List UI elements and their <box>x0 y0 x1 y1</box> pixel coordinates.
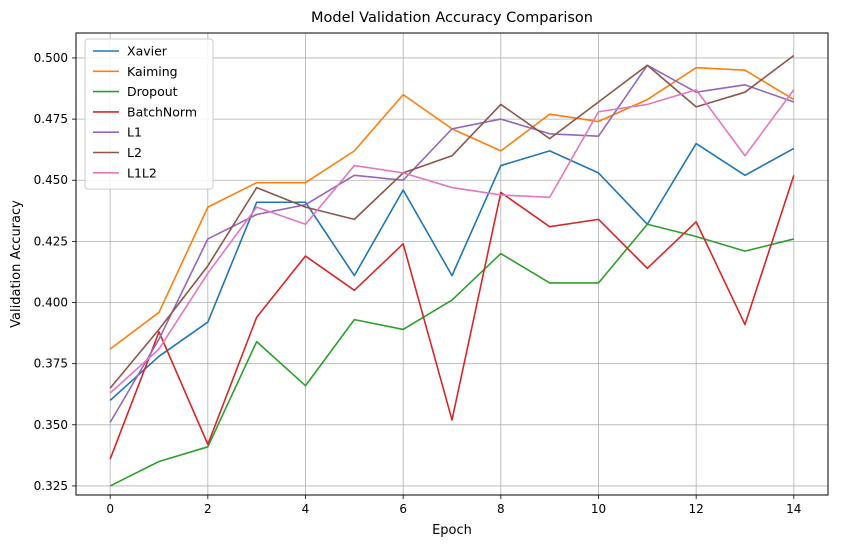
series-line-dropout <box>109 223 795 487</box>
series-line-xavier <box>109 142 795 401</box>
series-line-l1 <box>109 64 795 423</box>
x-tick-label: 8 <box>497 502 505 516</box>
series-line-l1l2 <box>109 88 795 394</box>
legend-label: Kaiming <box>127 64 178 79</box>
x-tick-label: 4 <box>302 502 310 516</box>
plot-frame <box>75 32 829 496</box>
y-tick-label: 0.400 <box>34 296 68 310</box>
y-tick-label: 0.375 <box>34 357 68 371</box>
legend-box <box>84 38 214 190</box>
x-tick-label: 0 <box>106 502 114 516</box>
x-axis-label: Epoch <box>432 523 472 538</box>
ticks-layer: 0 2 4 6 8 10 12 14 0.325 0.350 0.375 0.400 0.425 0.45… <box>34 51 802 516</box>
legend-label: L1L2 <box>127 165 157 180</box>
y-tick-label: 0.500 <box>34 51 68 65</box>
chart-title: Model Validation Accuracy Comparison <box>311 10 593 26</box>
y-axis-label: Validation Accuracy <box>9 200 24 328</box>
x-tick-label: 10 <box>591 502 606 516</box>
x-tick-label: 14 <box>786 502 801 516</box>
y-tick-label: 0.425 <box>34 234 68 248</box>
legend-label: L2 <box>127 145 142 160</box>
series-line-batchnorm <box>109 175 795 460</box>
x-tick-label: 2 <box>204 502 212 516</box>
x-tick-label: 6 <box>399 502 407 516</box>
y-tick-label: 0.325 <box>34 479 68 493</box>
legend-label: BatchNorm <box>127 104 197 119</box>
series-layer <box>109 54 795 487</box>
legend-label: L1 <box>127 125 142 140</box>
legend-label: Dropout <box>127 84 178 99</box>
y-tick-label: 0.475 <box>34 112 68 126</box>
y-tick-label: 0.450 <box>34 173 68 187</box>
legend-label: Xavier <box>127 44 168 59</box>
x-tick-label: 12 <box>689 502 704 516</box>
grid-layer <box>76 33 828 495</box>
y-tick-label: 0.350 <box>34 418 68 432</box>
series-line-l2 <box>109 54 795 389</box>
